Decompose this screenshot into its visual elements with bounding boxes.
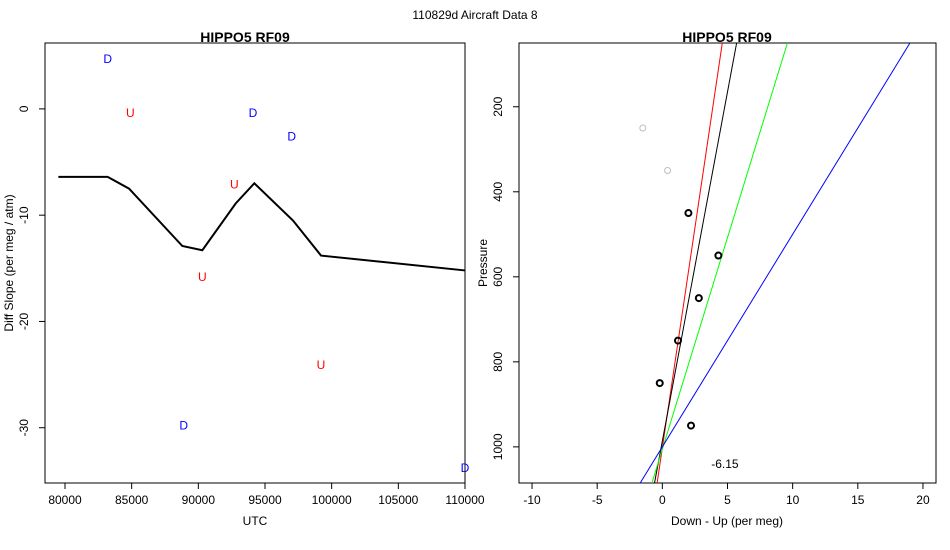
left-x-tick-label: 100000 — [312, 493, 352, 507]
right-y-axis-label: Pressure — [476, 239, 490, 287]
pressure-point — [694, 294, 703, 303]
diff-slope-line — [58, 175, 466, 272]
up-marker: U — [230, 177, 239, 191]
right-x-tick-label: -10 — [523, 493, 541, 507]
right-y-tick-label: 600 — [491, 266, 505, 286]
left-y-axis-label: Diff Slope (per meg / atm) — [2, 194, 16, 331]
left-x-axis-label: UTC — [243, 514, 268, 528]
left-panel: HIPPO5 RF09 80000 85000 90000 95000 100000 10… — [2, 29, 485, 528]
down-marker: D — [461, 461, 470, 475]
left-y-tick-label: -30 — [17, 419, 31, 437]
right-y-tick-label: 200 — [491, 96, 505, 116]
right-y-tick-label: 1000 — [491, 433, 505, 460]
left-x-tick-label: 90000 — [182, 493, 216, 507]
right-x-tick-label: 20 — [916, 493, 930, 507]
up-marker: U — [126, 106, 135, 120]
right-y-tick-label: 800 — [491, 352, 505, 372]
pressure-point — [673, 336, 682, 345]
right-x-tick-label: 0 — [659, 493, 666, 507]
right-x-tick-label: 5 — [724, 493, 731, 507]
left-x-tick-label: 80000 — [48, 493, 82, 507]
left-y-tick-label: -10 — [17, 206, 31, 224]
pressure-point — [714, 251, 723, 260]
right-panel: HIPPO5 RF09 -10 -5 0 5 10 15 20 200 400 600 800 100… — [476, 29, 937, 528]
right-x-tick-label: -5 — [592, 493, 603, 507]
right-annotation: -6.15 — [711, 457, 739, 471]
down-marker: D — [287, 130, 296, 144]
right-y-tick-label: 400 — [491, 181, 505, 201]
left-y-tick-label: 0 — [17, 105, 31, 112]
left-x-tick-label: 85000 — [115, 493, 149, 507]
green-fit-line — [651, 43, 788, 483]
left-x-tick-label: 105000 — [378, 493, 418, 507]
pressure-point — [664, 167, 672, 175]
down-marker: D — [179, 419, 188, 433]
right-chart-title: HIPPO5 RF09 — [682, 29, 772, 45]
pressure-point — [639, 124, 647, 132]
left-x-tick-label: 95000 — [248, 493, 282, 507]
pressure-point — [655, 379, 664, 388]
up-marker: U — [198, 270, 207, 284]
right-x-tick-label: 10 — [786, 493, 800, 507]
left-y-tick-label: -20 — [17, 312, 31, 330]
up-marker: U — [317, 358, 326, 372]
right-x-axis-label: Down - Up (per meg) — [671, 514, 783, 528]
left-plot-frame — [44, 42, 466, 484]
down-marker: D — [249, 106, 258, 120]
left-chart-title: HIPPO5 RF09 — [200, 29, 290, 45]
left-x-tick-label: 110000 — [445, 493, 484, 507]
down-marker: D — [103, 52, 112, 66]
right-x-tick-label: 15 — [851, 493, 865, 507]
pressure-point — [687, 421, 696, 430]
pressure-point — [684, 209, 693, 218]
blue-fit-line — [639, 43, 911, 483]
black-fit-line — [654, 43, 738, 483]
figure-title: 110829d Aircraft Data 8 — [412, 8, 538, 22]
